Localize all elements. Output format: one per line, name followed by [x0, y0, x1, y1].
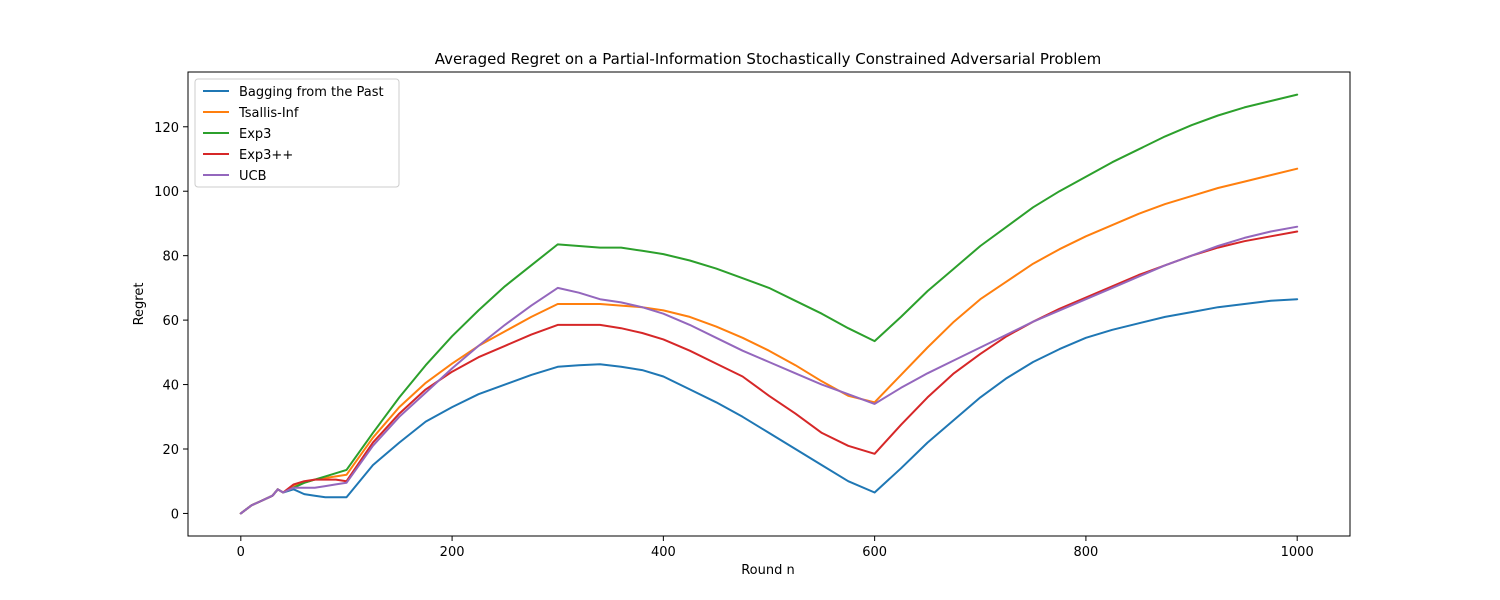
y-tick-label: 40 — [162, 379, 179, 394]
y-tick-label: 100 — [154, 185, 179, 200]
x-tick-label: 800 — [1073, 545, 1098, 560]
legend-frame — [194, 78, 400, 188]
plot-area-frame — [187, 71, 1351, 537]
y-tick-label: 80 — [162, 250, 179, 265]
legend-label-2: Exp3 — [239, 127, 271, 142]
y-axis-label: Regret — [132, 283, 147, 326]
x-tick-label: 0 — [237, 545, 245, 560]
y-axis-ticks: 0 20 40 60 80 100 120 — [154, 121, 188, 522]
x-axis-label: Round n — [741, 563, 795, 578]
y-tick-label: 0 — [171, 507, 179, 522]
legend-label-0: Bagging from the Past — [239, 85, 384, 100]
x-axis-ticks: 0 200 400 600 800 1000 — [237, 536, 1314, 560]
y-tick-label: 20 — [162, 443, 179, 458]
series-line-3 — [239, 230, 1299, 515]
legend-label-1: Tsallis-Inf — [238, 106, 299, 121]
y-tick-label: 120 — [154, 121, 179, 136]
x-tick-label: 600 — [862, 545, 887, 560]
series-line-4 — [239, 225, 1299, 515]
x-tick-label: 200 — [440, 545, 465, 560]
chart-title: Averaged Regret on a Partial-Information… — [435, 50, 1101, 68]
legend: Bagging from the Past Tsallis-Inf Exp3 Exp3… — [194, 78, 400, 188]
series-layer — [239, 93, 1299, 515]
legend-label-4: UCB — [239, 169, 267, 184]
legend-label-3: Exp3++ — [239, 148, 293, 163]
x-tick-label: 1000 — [1281, 545, 1314, 560]
series-line-0 — [239, 298, 1299, 515]
legend-entries: Bagging from the Past Tsallis-Inf Exp3 Exp3… — [203, 85, 384, 184]
x-tick-label: 400 — [651, 545, 676, 560]
y-tick-label: 60 — [162, 314, 179, 329]
